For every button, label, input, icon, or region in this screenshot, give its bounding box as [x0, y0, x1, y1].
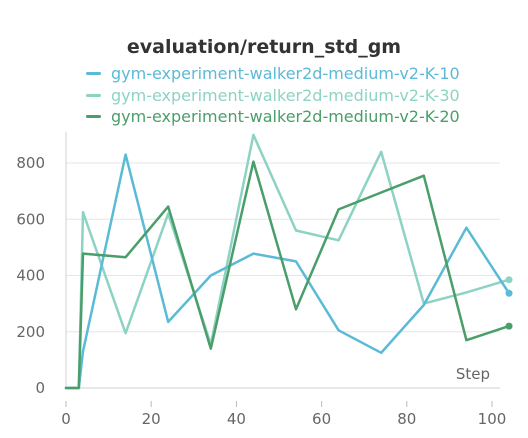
- y-tick-label: 200: [16, 323, 45, 341]
- chart-title: evaluation/return_std_gm: [126, 36, 402, 58]
- y-tick-label: 800: [16, 154, 45, 172]
- series-end-point[interactable]: [505, 322, 513, 330]
- x-tick-label: 40: [227, 410, 246, 428]
- x-tick-label: 20: [142, 410, 161, 428]
- legend-item[interactable]: gym-experiment-walker2d-medium-v2-K-20: [86, 106, 460, 128]
- legend-item[interactable]: gym-experiment-walker2d-medium-v2-K-30: [86, 85, 460, 107]
- series-line[interactable]: [64, 160, 511, 390]
- x-axis-label: Step: [456, 365, 490, 383]
- y-tick-label: 400: [16, 267, 45, 285]
- x-tick-label: 60: [312, 410, 331, 428]
- legend-swatch-k20: [86, 115, 101, 119]
- series-line[interactable]: [64, 133, 511, 390]
- series-layer: [64, 133, 513, 390]
- x-tick-label: 80: [397, 410, 416, 428]
- legend-label-k30: gym-experiment-walker2d-medium-v2-K-30: [111, 85, 460, 105]
- series-end-point[interactable]: [505, 276, 513, 284]
- x-tick-label: 0: [61, 410, 71, 428]
- x-tick-label: 100: [478, 410, 507, 428]
- legend: gym-experiment-walker2d-medium-v2-K-10 g…: [86, 63, 460, 128]
- series-line[interactable]: [64, 153, 511, 390]
- legend-swatch-k10: [86, 72, 101, 76]
- series-end-point[interactable]: [505, 289, 513, 297]
- legend-label-k20: gym-experiment-walker2d-medium-v2-K-20: [111, 107, 460, 127]
- legend-item[interactable]: gym-experiment-walker2d-medium-v2-K-10: [86, 63, 460, 85]
- grid-lines: [66, 162, 500, 333]
- y-tick-label: 0: [35, 379, 45, 397]
- axes: 0 200 400 600 800 0 20 40 60 80 100: [16, 132, 506, 428]
- legend-label-k10: gym-experiment-walker2d-medium-v2-K-10: [111, 64, 460, 84]
- y-tick-label: 600: [16, 210, 45, 228]
- legend-swatch-k30: [86, 93, 101, 97]
